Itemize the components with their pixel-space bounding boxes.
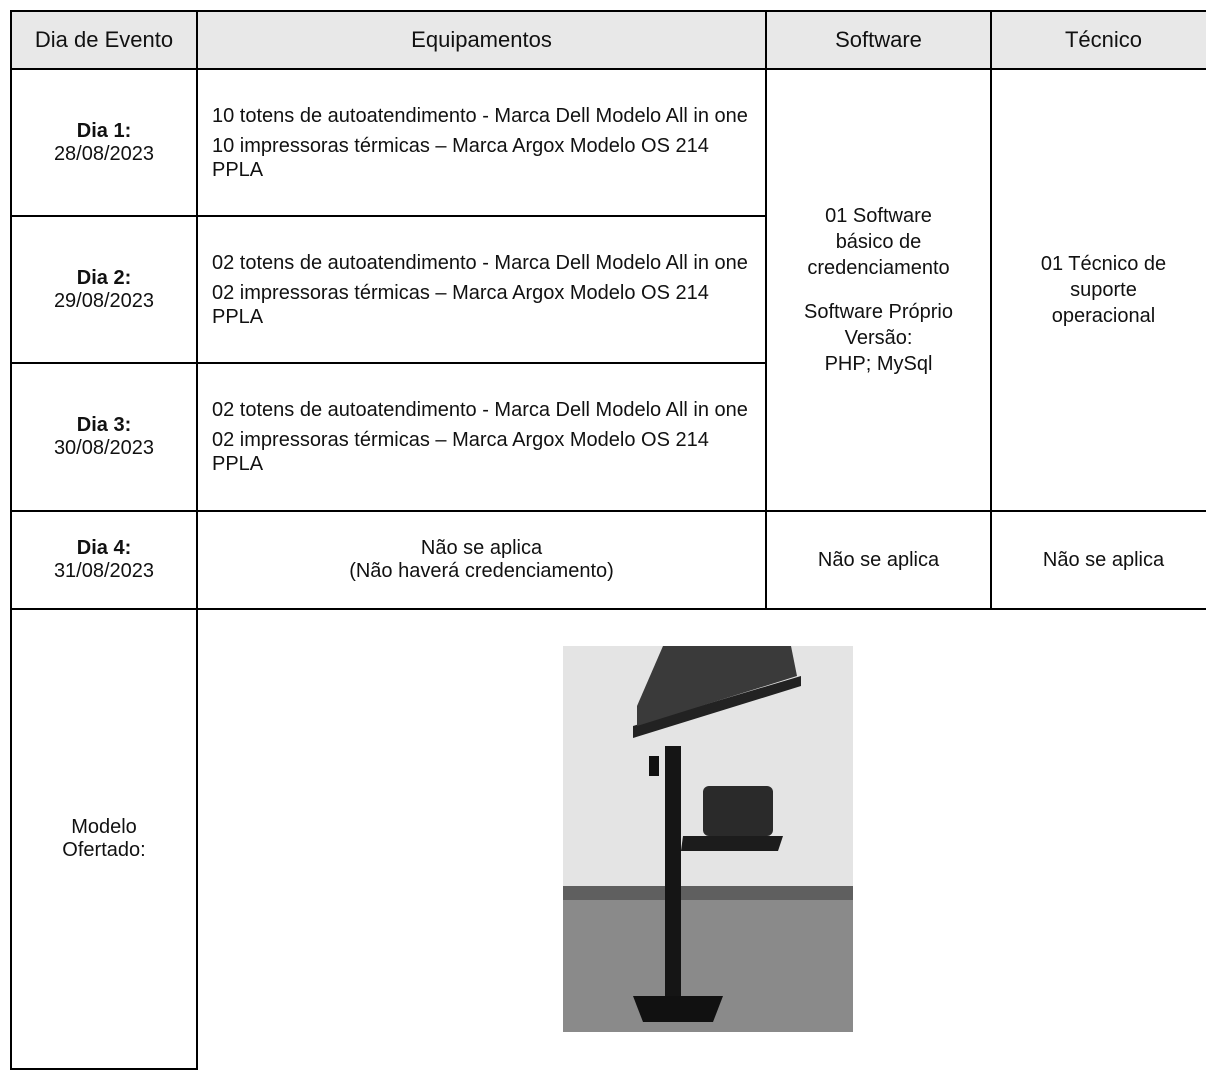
row: Dia 1: 28/08/2023 10 totens de autoatendi… xyxy=(10,68,1206,512)
equipment: 10 totens de autoatendimento - Marca Del… xyxy=(212,104,748,127)
equipment: Não se aplica xyxy=(420,537,543,559)
equipment-cell: 10 totens de autoatendimento - Marca Del… xyxy=(196,68,767,217)
equipment-cell: 02 totens de autoatendimento - Marca Del… xyxy=(196,362,767,512)
model-label: Modelo Ofertado: xyxy=(62,816,146,861)
equipment-cell: 02 totens de autoatendimento - Marca Del… xyxy=(196,215,767,364)
day: Dia 1: xyxy=(76,119,132,142)
day: Dia 2: xyxy=(76,266,132,289)
software: Versão: xyxy=(844,327,913,349)
row: Dia 4: 31/08/2023 Não se aplica (Não haver… xyxy=(10,510,1206,610)
equipment: (Não haverá credenciamento) xyxy=(349,560,614,582)
header-cell: Técnico xyxy=(990,10,1206,70)
header-cell: Equipamentos xyxy=(196,10,767,70)
photo-cell xyxy=(196,608,1206,1069)
equipment-table: Dia de Evento Equipamentos Software Técn… xyxy=(10,10,1206,1070)
date: 29/08/2023 xyxy=(53,289,155,312)
date: 31/08/2023 xyxy=(53,560,155,582)
kiosk-photo xyxy=(563,646,853,1032)
technician-cell: 01 Técnico de suporte operacional xyxy=(990,68,1206,512)
technician-cell: Não se aplica xyxy=(990,510,1206,610)
equipment: 02 totens de autoatendimento - Marca Del… xyxy=(212,399,748,421)
date: 30/08/2023 xyxy=(53,437,155,459)
row: Dia 3: 30/08/2023 02 totens de autoatendi… xyxy=(10,362,1206,512)
equipment: 02 totens de autoatendimento - Marca Del… xyxy=(212,251,748,274)
day: Dia 3: xyxy=(76,414,132,436)
software-cell: Não se aplica xyxy=(765,510,992,610)
header-cell: Dia de Evento xyxy=(10,10,198,70)
equipment: 02 impressoras térmicas – Marca Argox Mo… xyxy=(212,429,709,475)
date: 28/08/2023 xyxy=(53,142,155,165)
equipment: 02 impressoras térmicas – Marca Argox Mo… xyxy=(212,281,709,328)
day-cell: Dia 1: 28/08/2023 xyxy=(10,68,198,217)
day-cell: Dia 4: 31/08/2023 xyxy=(10,510,198,610)
software-cell: 01 Software básico de credenciamento Soft… xyxy=(765,68,992,512)
model-cell: Modelo Ofertado: xyxy=(10,608,198,1070)
equipment: 10 impressoras térmicas – Marca Argox Mo… xyxy=(212,134,709,181)
equipment-cell: Não se aplica (Não haverá credenciamento) xyxy=(196,510,767,610)
software: PHP; MySql xyxy=(824,353,933,375)
header-row: Dia de Evento Equipamentos Software Técn… xyxy=(10,10,1206,70)
day-cell: Dia 2: 29/08/2023 xyxy=(10,215,198,364)
row: Modelo Ofertado: xyxy=(10,608,1206,1070)
day-cell: Dia 3: 30/08/2023 xyxy=(10,362,198,512)
day: Dia 4: xyxy=(76,537,132,559)
software: Software Próprio xyxy=(804,301,953,323)
software: 01 Software básico de credenciamento xyxy=(807,205,950,279)
header-cell: Software xyxy=(765,10,992,70)
technician: 01 Técnico de suporte operacional xyxy=(1040,253,1167,327)
row: Dia 2: 29/08/2023 02 totens de autoatendi… xyxy=(10,215,1206,364)
